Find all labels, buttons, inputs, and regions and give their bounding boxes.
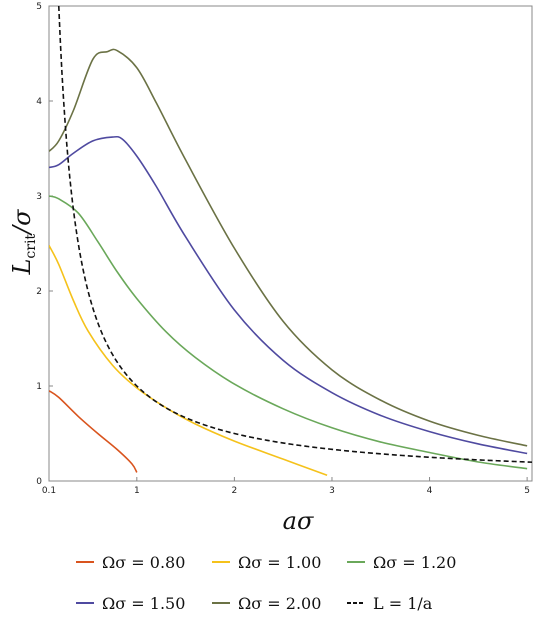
series-line-5: [57, 6, 532, 463]
legend-label: Ωσ = 1.50: [102, 594, 185, 613]
y-tick-label: 1: [36, 382, 42, 392]
y-tick-label: 5: [36, 2, 42, 12]
x-tick-label: 1: [134, 486, 140, 496]
legend-label: Ωσ = 2.00: [238, 594, 321, 613]
series-layer: [49, 6, 532, 477]
y-tick-label: 0: [36, 477, 42, 487]
plot-frame: [48, 5, 533, 482]
series-line-2: [49, 195, 528, 470]
series-line-1: [49, 245, 328, 477]
series-line-4: [49, 48, 528, 447]
y-axis-label-tail: /σ: [8, 209, 36, 236]
x-tick-label: 2: [232, 486, 238, 496]
legend-label: Ωσ = 1.20: [373, 553, 456, 572]
axis-ticks: 0.1 1 2 3 4 5 0 1 2 3 4 5: [36, 2, 530, 496]
series-line-0: [49, 390, 138, 473]
legend-label: L = 1/a: [373, 594, 433, 613]
y-axis-label-main: L: [8, 259, 36, 276]
y-axis-label: Lcrit/σ: [8, 209, 39, 276]
y-axis-label-sub: crit: [23, 234, 39, 259]
legend-label: Ωσ = 0.80: [102, 553, 185, 572]
legend-label: Ωσ = 1.00: [238, 553, 321, 572]
x-tick-label: 0.1: [42, 486, 56, 496]
y-tick-label: 2: [36, 287, 42, 297]
y-tick-label: 3: [36, 192, 42, 202]
plot-border: [48, 5, 533, 482]
series-line-3: [49, 135, 528, 455]
legend: Ωσ = 0.80 Ωσ = 1.00 Ωσ = 1.20 Ωσ = 1.50 Ωσ =…: [76, 553, 456, 613]
x-axis-label: aσ: [283, 507, 314, 535]
y-tick-label: 4: [36, 97, 42, 107]
x-tick-label: 4: [427, 486, 433, 496]
x-tick-label: 5: [524, 486, 530, 496]
x-tick-label: 3: [329, 486, 335, 496]
